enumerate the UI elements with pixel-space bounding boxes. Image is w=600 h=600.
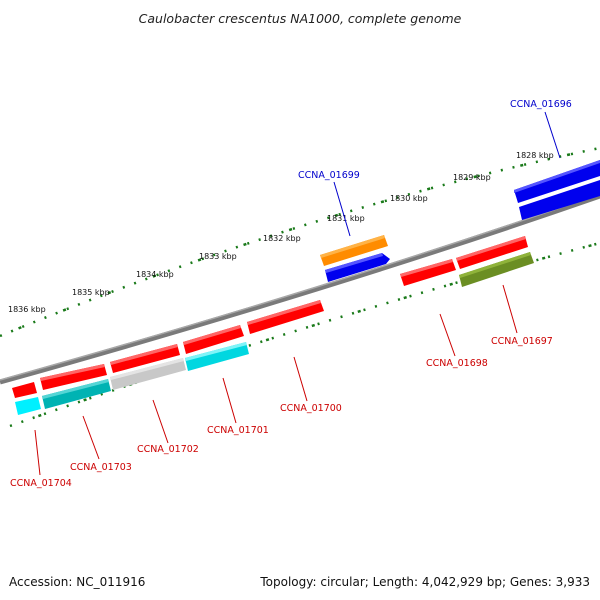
label-ccna-01704[interactable]: CCNA_01704 [10, 478, 72, 489]
label-ccna-01699[interactable]: CCNA_01699 [298, 170, 360, 181]
gene-ccna-01700[interactable] [247, 300, 324, 334]
forward-strand-genes [12, 160, 600, 398]
label-ccna-01700[interactable]: CCNA_01700 [280, 403, 342, 414]
gene-ccna-01701[interactable] [183, 325, 244, 354]
gene-ccna-01704[interactable] [12, 382, 37, 398]
label-ccna-01698[interactable]: CCNA_01698 [426, 358, 488, 369]
gene-ccna-01696[interactable] [514, 160, 600, 220]
ruler-label-1836: 1836 kbp [8, 305, 46, 314]
ruler-label-1835: 1835 kbp [72, 288, 110, 297]
reverse-strand-genes [15, 236, 534, 415]
label-leaders [34, 111, 561, 476]
ruler-label-1831: 1831 kbp [327, 214, 365, 223]
gene-cyan-right[interactable] [185, 342, 249, 371]
ruler-label-1833: 1833 kbp [199, 252, 237, 261]
accession-text: Accession: NC_011916 [9, 575, 145, 589]
label-ccna-01701[interactable]: CCNA_01701 [207, 425, 269, 436]
ruler-label-1834: 1834 kbp [136, 270, 174, 279]
gene-ccna-01698[interactable] [400, 236, 528, 286]
gene-ccna-01699[interactable] [320, 235, 390, 282]
outer-ruler: 1836 kbp 1835 kbp 1834 kbp 1833 kbp 1832… [0, 146, 600, 338]
map-title: Caulobacter crescentus NA1000, complete … [139, 11, 462, 26]
gene-grey[interactable] [110, 358, 186, 390]
gene-ccna-01703[interactable] [40, 364, 107, 390]
gene-teal[interactable] [42, 379, 111, 409]
inner-ruler [9, 241, 600, 428]
gene-ccna-01697[interactable] [459, 252, 534, 287]
ruler-label-1829: 1829 kbp [453, 173, 491, 182]
genome-info-text: Topology: circular; Length: 4,042,929 bp… [259, 575, 590, 589]
gene-cyan-left[interactable] [15, 397, 41, 415]
ruler-label-1830: 1830 kbp [390, 194, 428, 203]
label-ccna-01697[interactable]: CCNA_01697 [491, 336, 553, 347]
gene-ccna-01702[interactable] [110, 344, 180, 373]
ruler-label-1832: 1832 kbp [263, 234, 301, 243]
ruler-label-1828: 1828 kbp [516, 151, 554, 160]
label-ccna-01702[interactable]: CCNA_01702 [137, 444, 199, 455]
gene-labels: CCNA_01696 CCNA_01699 CCNA_01697 CCNA_01… [10, 99, 572, 489]
label-ccna-01696[interactable]: CCNA_01696 [510, 99, 572, 110]
genome-backbone [0, 193, 600, 385]
label-ccna-01703[interactable]: CCNA_01703 [70, 462, 132, 473]
